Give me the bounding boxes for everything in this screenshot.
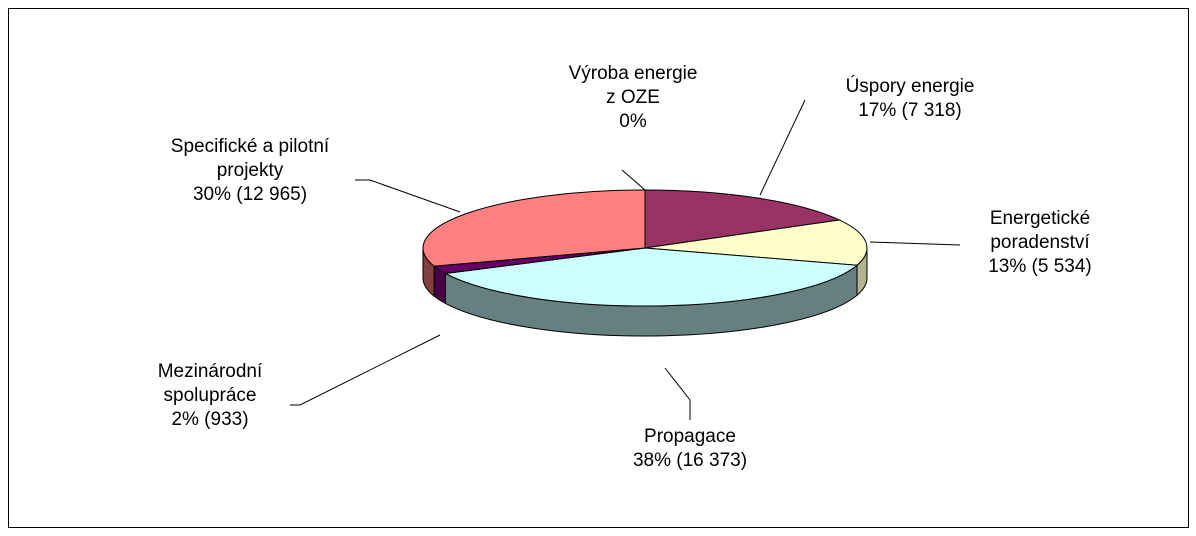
category-label: Výroba energie z OZE <box>568 63 698 108</box>
value-label: 17% (7 318) <box>858 100 962 121</box>
data-label: Výroba energie z OZE 0% <box>569 62 698 134</box>
category-label: Úspory energie <box>845 76 975 97</box>
data-label: Energetické poradenství 13% (5 534) <box>988 207 1092 279</box>
data-label: Propagace 38% (16 373) <box>633 425 747 473</box>
category-label: Specifické a pilotní projekty <box>170 136 330 181</box>
category-label: Mezinárodní spolupráce <box>157 361 263 406</box>
data-label: Mezinárodní spolupráce 2% (933) <box>158 360 263 432</box>
data-label: Specifické a pilotní projekty 30% (12 965… <box>171 135 329 207</box>
slice <box>422 189 646 267</box>
value-label: 30% (12 965) <box>192 184 308 205</box>
value-label: 13% (5 534) <box>988 256 1092 277</box>
slice <box>644 189 842 249</box>
value-label: 0% <box>619 111 647 132</box>
leader-line <box>869 241 961 246</box>
slice <box>644 219 868 266</box>
leader-line <box>759 99 806 196</box>
slice <box>443 247 859 307</box>
leader-line <box>621 169 646 191</box>
leader-line <box>290 334 441 406</box>
leader-line <box>664 367 691 420</box>
data-label: Úspory energie 17% (7 318) <box>846 75 975 123</box>
category-label: Propagace <box>644 426 736 447</box>
category-label: Energetické poradenství <box>989 208 1091 253</box>
value-label: 38% (16 373) <box>632 450 748 471</box>
leader-line <box>355 179 461 213</box>
value-label: 2% (933) <box>171 409 249 430</box>
